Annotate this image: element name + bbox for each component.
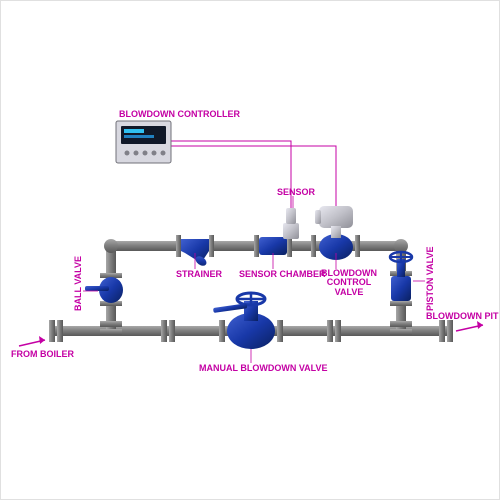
label-ball-valve: BALL VALVE xyxy=(73,256,83,311)
label-blowdown-pit: BLOWDOWN PIT xyxy=(426,311,499,321)
blowdown-controller xyxy=(116,121,171,163)
flow-arrow-in xyxy=(19,336,45,346)
manual-blowdown-valve xyxy=(213,293,283,349)
label-manual-valve: MANUAL BLOWDOWN VALVE xyxy=(199,363,328,373)
label-control-valve: BLOWDOWN CONTROL VALVE xyxy=(319,269,379,297)
flange-inlet xyxy=(49,320,55,342)
blowdown-control-valve xyxy=(311,206,360,260)
label-sensor: SENSOR xyxy=(277,187,315,197)
flange-outlet xyxy=(447,320,453,342)
label-strainer: STRAINER xyxy=(176,269,222,279)
label-controller: BLOWDOWN CONTROLLER xyxy=(119,109,240,119)
label-sensor-chamber: SENSOR CHAMBER xyxy=(239,269,326,279)
sensor xyxy=(283,208,299,239)
piston-valve xyxy=(390,252,412,306)
ball-valve xyxy=(85,273,123,306)
control-wiring xyxy=(171,141,336,209)
diagram-container: BLOWDOWN CONTROLLER SENSOR STRAINER SENS… xyxy=(0,0,500,500)
flow-arrow-out xyxy=(456,321,483,331)
label-from-boiler: FROM BOILER xyxy=(11,349,74,359)
label-piston-valve: PISTON VALVE xyxy=(425,246,435,311)
